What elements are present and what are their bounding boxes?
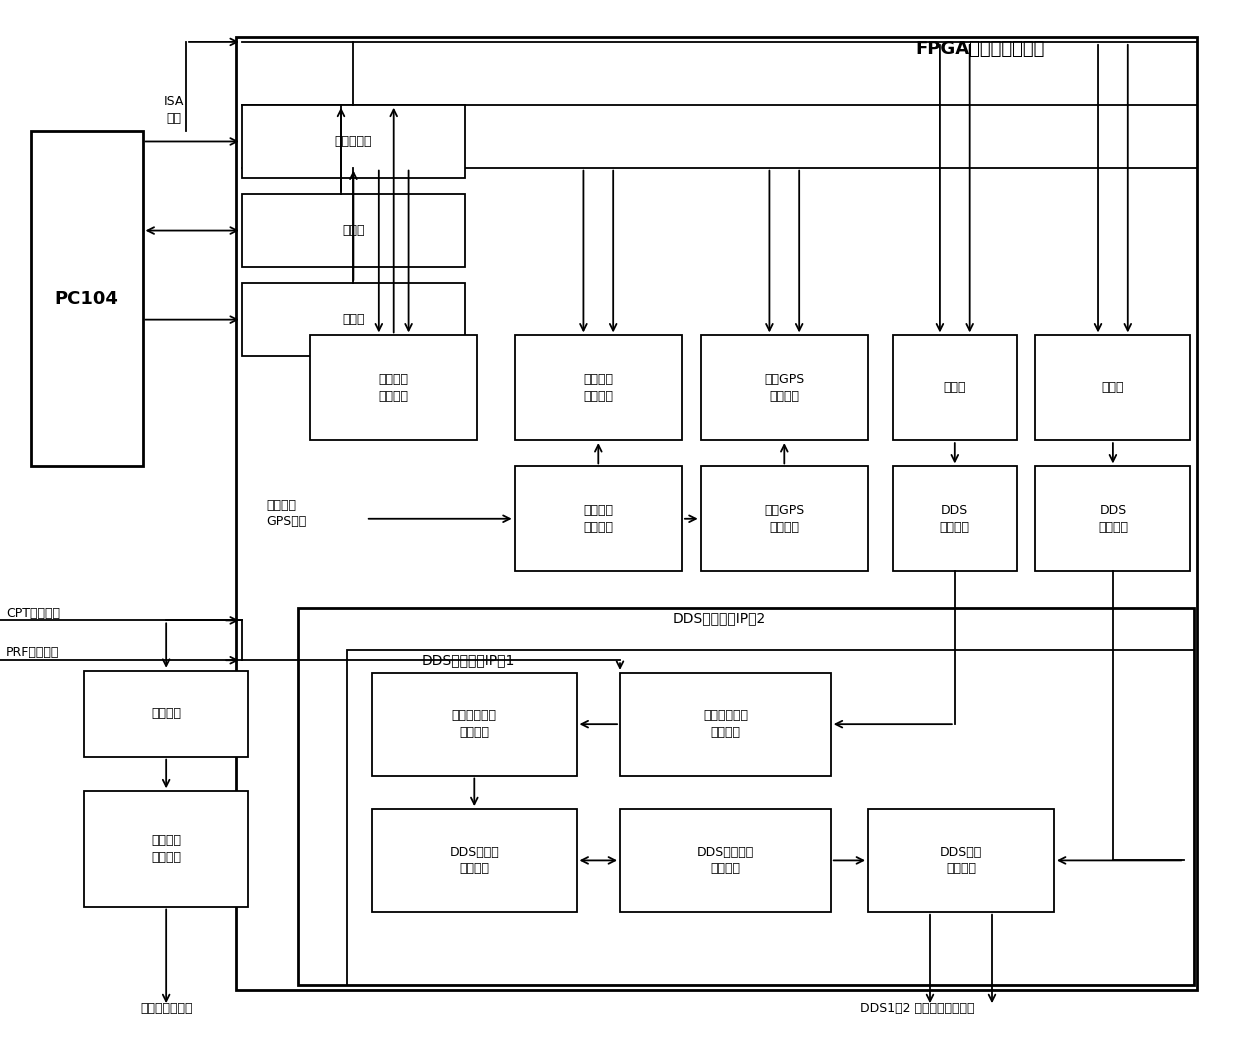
Text: 地址线评码: 地址线评码 <box>335 135 372 148</box>
Text: DDS数据流
产生模块: DDS数据流 产生模块 <box>449 846 500 875</box>
Text: 码盘清零
GPS清零: 码盘清零 GPS清零 <box>267 499 306 528</box>
Bar <box>515 335 682 440</box>
Text: 锁存器: 锁存器 <box>1101 381 1125 394</box>
Text: 脉冲管理: 脉冲管理 <box>151 707 181 720</box>
Bar <box>372 673 577 776</box>
Bar <box>31 131 143 466</box>
Bar <box>1035 335 1190 440</box>
Text: 模拟码盘
产生模块: 模拟码盘 产生模块 <box>583 504 614 533</box>
Bar <box>310 335 477 440</box>
Text: 锁存器: 锁存器 <box>944 381 966 394</box>
Text: PC104: PC104 <box>55 289 119 308</box>
Bar <box>84 671 248 757</box>
Bar <box>84 791 248 907</box>
Bar <box>620 673 831 776</box>
Bar <box>236 37 1197 990</box>
Bar <box>298 608 1194 985</box>
Text: DDS控制软件IP核2: DDS控制软件IP核2 <box>672 611 766 626</box>
Text: DDS控制时序
产生模块: DDS控制时序 产生模块 <box>697 846 754 875</box>
Bar <box>372 809 577 912</box>
Bar <box>868 809 1054 912</box>
Text: ISA
总线: ISA 总线 <box>164 95 184 125</box>
Text: 回波时间延迟
控制模块: 回波时间延迟 控制模块 <box>703 709 748 739</box>
Bar <box>347 650 1194 985</box>
Bar <box>1035 466 1190 571</box>
Text: FPGA内系统控制逻辑: FPGA内系统控制逻辑 <box>915 40 1044 59</box>
Text: 仪表外触发脉冲: 仪表外触发脉冲 <box>140 1002 192 1014</box>
Text: 模拟GPS
产生模块: 模拟GPS 产生模块 <box>764 504 805 533</box>
Bar <box>515 466 682 571</box>
Text: 数据线: 数据线 <box>342 224 365 237</box>
Text: DDS串口
通信模块: DDS串口 通信模块 <box>940 846 982 875</box>
Text: 控制线: 控制线 <box>342 313 365 326</box>
Text: 回波码型数据
存储模块: 回波码型数据 存储模块 <box>451 709 497 739</box>
Text: DDS
回波时延: DDS 回波时延 <box>940 504 970 533</box>
Text: DDS1、2 控制逻辑与数据流: DDS1、2 控制逻辑与数据流 <box>861 1002 975 1014</box>
Text: PRF触发脉冲: PRF触发脉冲 <box>6 647 60 659</box>
Text: 模拟GPS
产生模块: 模拟GPS 产生模块 <box>764 373 805 402</box>
Text: DDS控制软件IP核1: DDS控制软件IP核1 <box>422 653 515 668</box>
Bar <box>893 466 1017 571</box>
Text: 模拟起始
结束控制: 模拟起始 结束控制 <box>378 373 409 402</box>
Bar <box>242 194 465 267</box>
Text: CPT触发脉冲: CPT触发脉冲 <box>6 607 61 619</box>
Bar <box>893 335 1017 440</box>
Bar <box>242 105 465 178</box>
Text: DDS
控制数据: DDS 控制数据 <box>1097 504 1128 533</box>
Bar <box>242 283 465 356</box>
Bar <box>701 466 868 571</box>
Bar <box>620 809 831 912</box>
Bar <box>701 335 868 440</box>
Text: 仪表控制
时序产生: 仪表控制 时序产生 <box>151 834 181 864</box>
Text: 模拟码盘
产生模块: 模拟码盘 产生模块 <box>583 373 614 402</box>
